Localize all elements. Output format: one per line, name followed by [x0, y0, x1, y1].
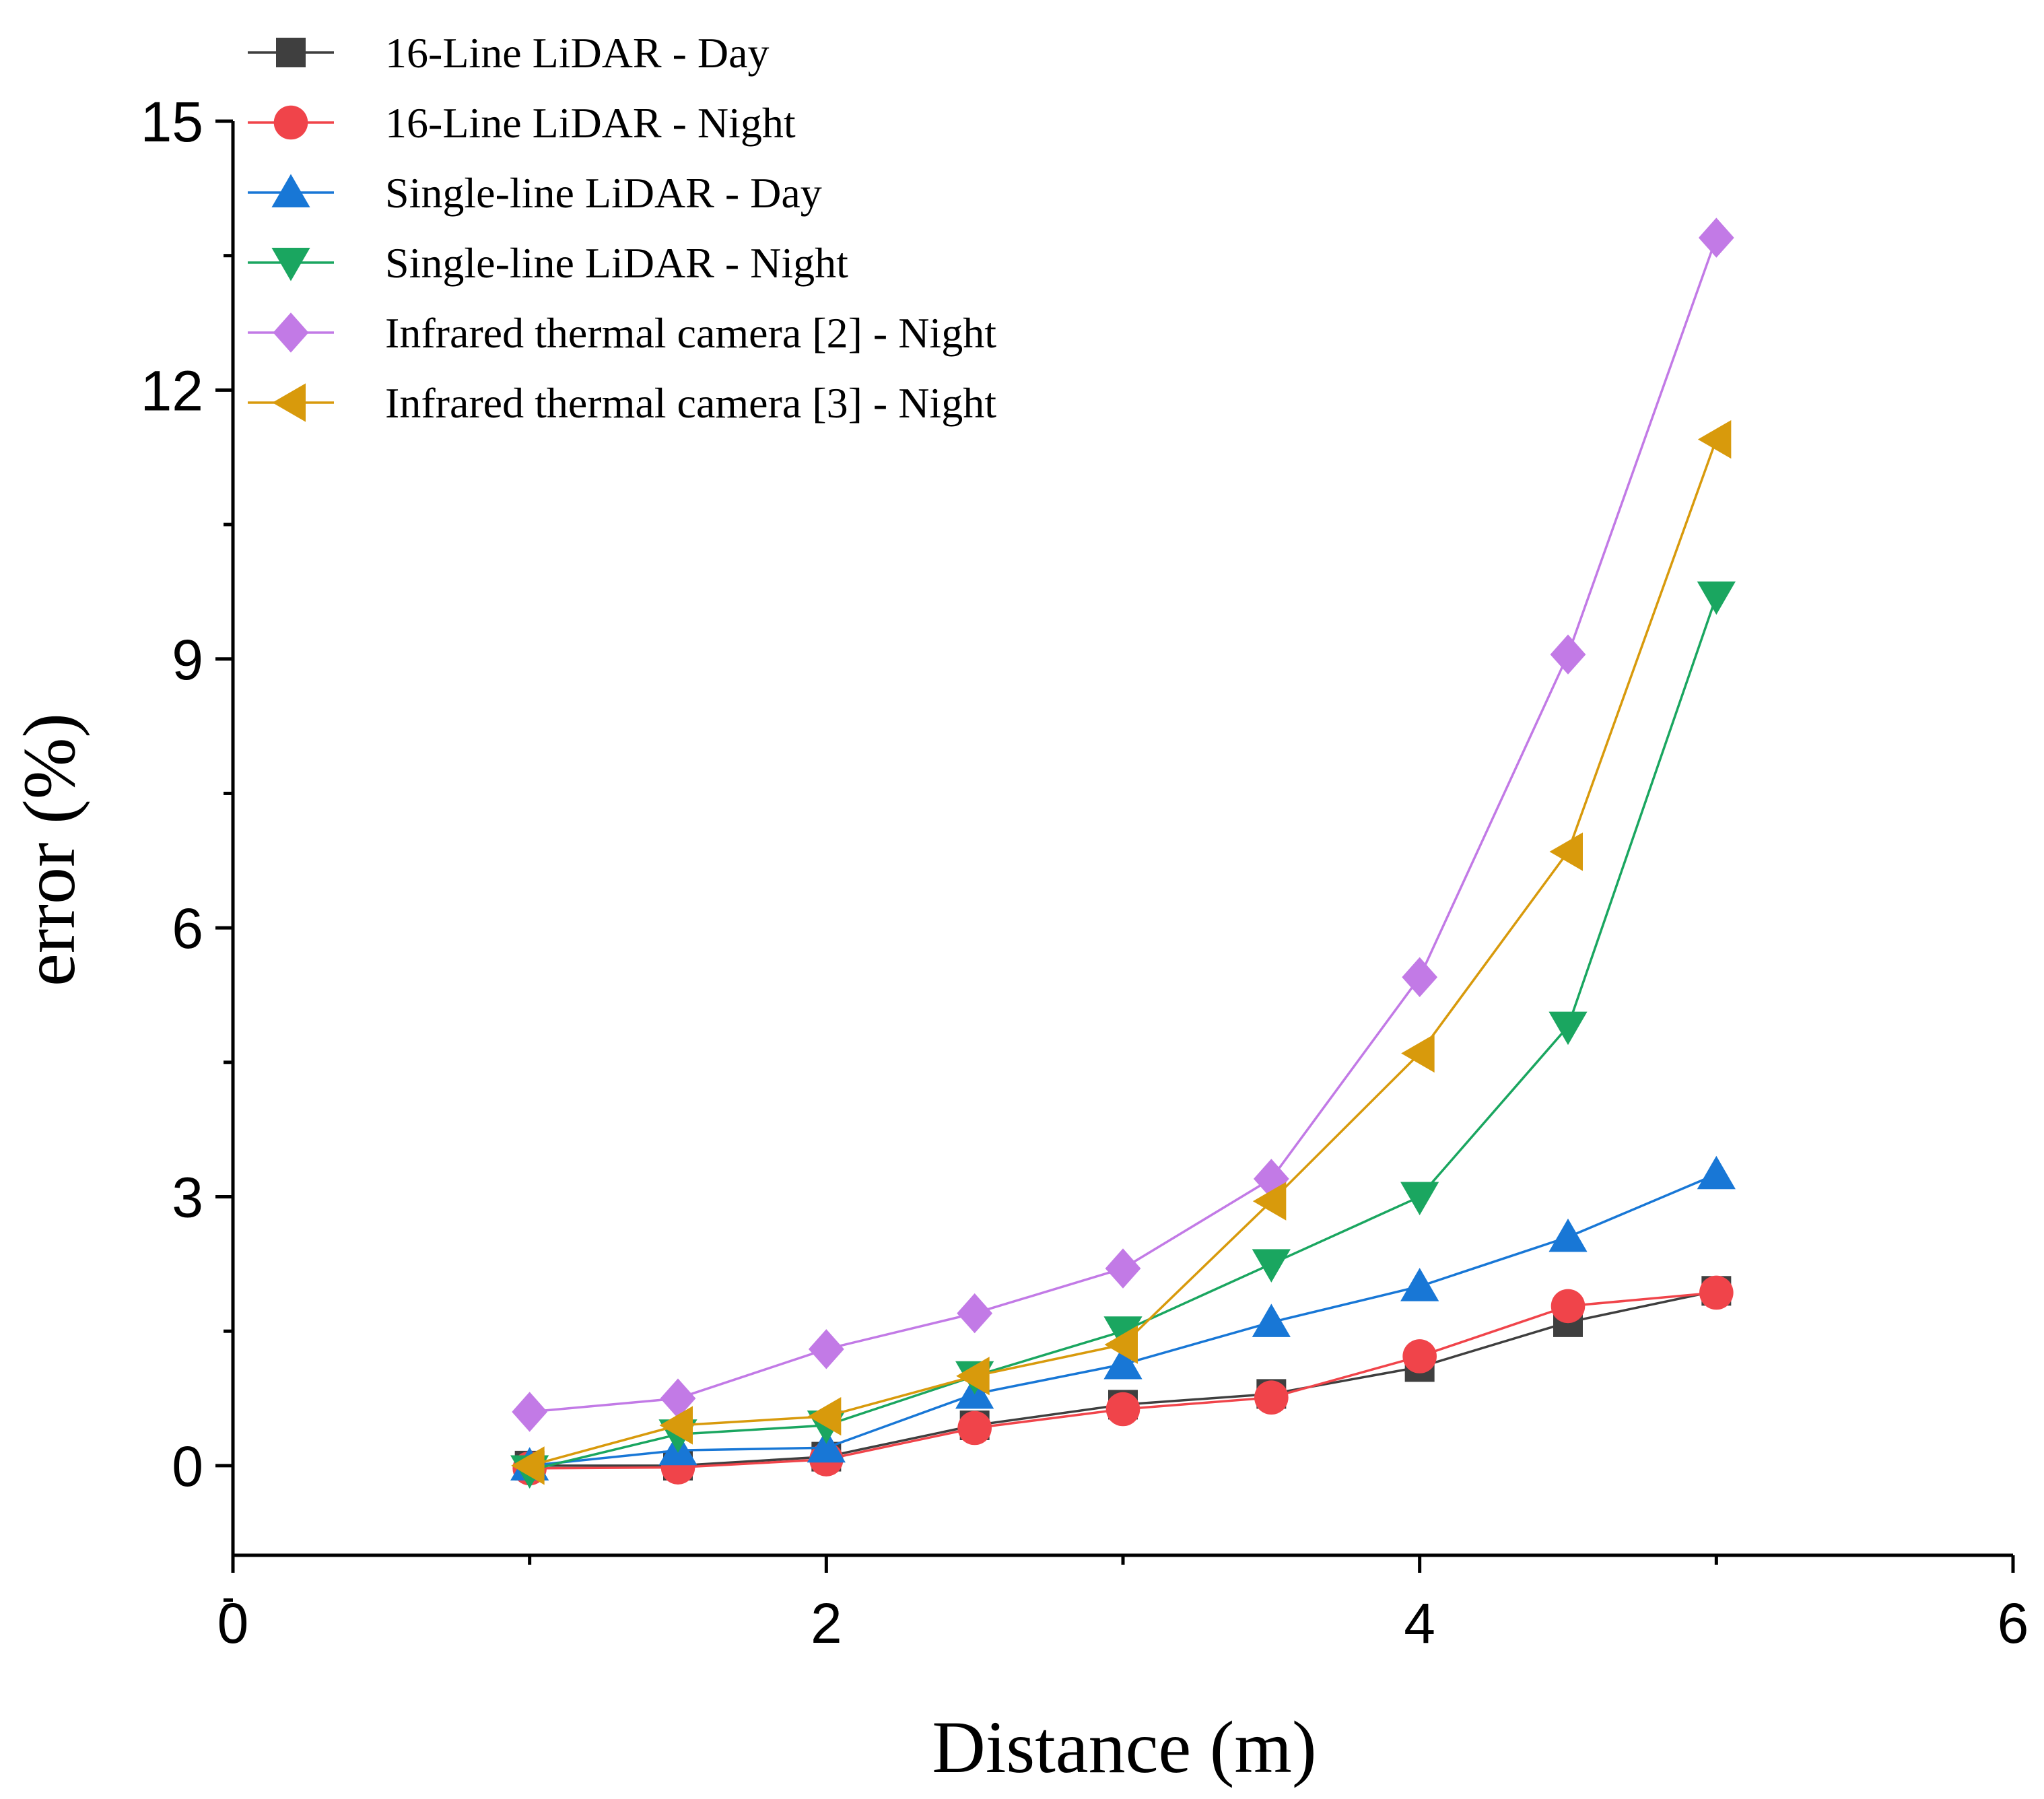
data-point — [957, 1293, 993, 1334]
series-5 — [512, 217, 1734, 1432]
y-tick-label: 12 — [141, 359, 203, 422]
x-tick-label: 6 — [1998, 1592, 2029, 1655]
data-point — [1551, 1289, 1586, 1324]
data-point — [512, 1392, 548, 1432]
data-point — [1252, 1182, 1287, 1221]
data-point — [956, 1357, 990, 1396]
data-point — [1401, 1033, 1435, 1073]
legend-item: Infrared thermal camera [3] - Night — [248, 379, 996, 427]
data-point — [1105, 1248, 1141, 1289]
data-point — [1699, 1275, 1734, 1310]
legend-item: Infrared thermal camera [2] - Night — [248, 309, 996, 357]
series-layer — [510, 217, 1736, 1489]
x-tick-label: 2 — [811, 1592, 842, 1655]
legend-marker — [272, 383, 306, 422]
data-point — [807, 1429, 846, 1463]
legend-label: 16-Line LiDAR - Day — [385, 29, 770, 77]
data-point — [1103, 1316, 1143, 1350]
data-point — [1548, 1218, 1588, 1252]
data-point — [1697, 419, 1732, 459]
data-point — [1252, 1303, 1291, 1337]
data-point — [957, 1411, 992, 1446]
legend-marker — [273, 312, 309, 353]
legend-label: Single-line LiDAR - Day — [385, 169, 822, 217]
legend-label: Infrared thermal camera [2] - Night — [385, 309, 996, 357]
data-point — [1697, 1155, 1736, 1190]
x-tick-label: 0 — [217, 1592, 249, 1655]
legend-label: Single-line LiDAR - Night — [385, 239, 848, 287]
y-axis-title: error (%) — [8, 713, 90, 986]
y-tick-label: 9 — [172, 628, 203, 691]
data-point — [1105, 1392, 1140, 1427]
data-point — [1698, 217, 1734, 258]
legend-item: Single-line LiDAR - Day — [248, 169, 822, 217]
series-2 — [512, 1275, 1734, 1486]
data-point — [1548, 1011, 1588, 1046]
legend-item: Single-line LiDAR - Night — [248, 239, 848, 287]
legend: 16-Line LiDAR - Day 16-Line LiDAR - Night… — [248, 29, 996, 427]
data-point — [659, 1406, 693, 1445]
legend-marker — [276, 38, 306, 67]
legend-marker — [271, 248, 310, 281]
legend-item: 16-Line LiDAR - Day — [248, 29, 770, 77]
data-point — [1697, 581, 1736, 615]
data-point — [660, 1378, 696, 1419]
y-tick-label: 6 — [172, 897, 203, 960]
data-point — [1550, 634, 1586, 675]
legend-label: 16-Line LiDAR - Night — [385, 99, 796, 147]
series-line — [529, 439, 1717, 1467]
data-point — [1400, 1182, 1439, 1215]
data-point — [1549, 832, 1583, 871]
legend-label: Infrared thermal camera [3] - Night — [385, 379, 996, 427]
y-tick-label: 0 — [172, 1435, 203, 1498]
data-point — [808, 1329, 844, 1369]
data-point — [1252, 1249, 1291, 1283]
data-point — [1402, 1339, 1437, 1373]
x-axis-title: Distance (m) — [932, 1706, 1316, 1788]
data-point — [1104, 1325, 1138, 1364]
data-point — [1103, 1345, 1143, 1380]
data-point — [1402, 957, 1438, 998]
data-point — [1400, 1268, 1439, 1301]
legend-item: 16-Line LiDAR - Night — [248, 99, 796, 147]
legend-marker — [273, 105, 308, 140]
series-6 — [511, 419, 1732, 1485]
data-point — [807, 1397, 842, 1436]
legend-marker — [271, 174, 310, 207]
axes: 0 3 6 9 12 15 0 2 4 6 — [141, 90, 2029, 1655]
data-point — [511, 1446, 545, 1485]
y-tick-label: 3 — [172, 1166, 203, 1229]
y-tick-label: 15 — [141, 90, 203, 154]
data-point — [1254, 1380, 1289, 1415]
x-tick-label: 4 — [1404, 1592, 1435, 1655]
